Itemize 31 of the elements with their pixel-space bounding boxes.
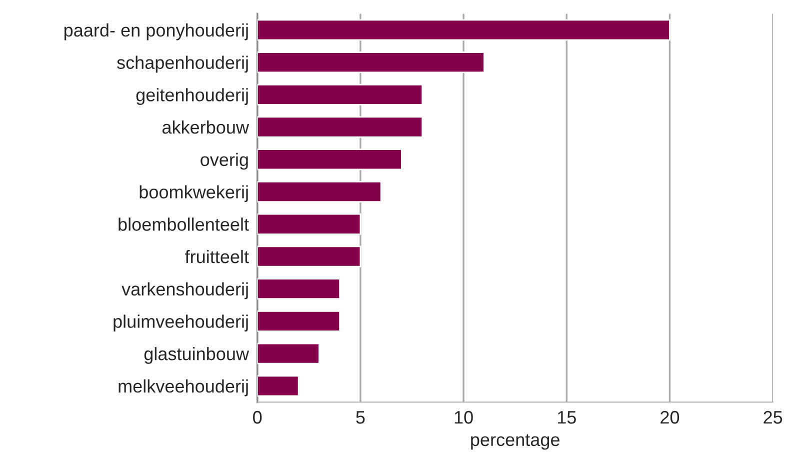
bar xyxy=(257,342,320,364)
bar xyxy=(257,84,423,106)
y-tick-label: schapenhouderij xyxy=(117,56,248,73)
x-tick-label: 20 xyxy=(660,410,680,424)
bar xyxy=(257,278,341,300)
y-tick-label: geitenhouderij xyxy=(136,88,248,105)
bar xyxy=(257,213,362,235)
x-tick-label: 10 xyxy=(454,410,473,424)
y-tick-label: pluimveehouderij xyxy=(114,314,248,332)
bar xyxy=(257,246,362,268)
x-tick-label: 15 xyxy=(558,411,576,424)
x-axis-title: percentage xyxy=(471,434,560,450)
bar xyxy=(257,52,485,74)
x-tick-label: 25 xyxy=(764,410,782,424)
bar xyxy=(257,19,670,41)
y-tick-label: varkenshouderij xyxy=(122,282,248,300)
x-tick-label: 5 xyxy=(356,411,365,424)
bar xyxy=(257,181,382,202)
x-tick-label: 0 xyxy=(253,410,262,424)
bar xyxy=(257,116,423,138)
y-tick-label: overig xyxy=(200,152,248,170)
y-tick-label: bloembollenteelt xyxy=(118,218,249,231)
y-tick-label: melkveehouderij xyxy=(118,379,248,396)
bar xyxy=(257,310,341,332)
bar xyxy=(257,148,402,170)
y-tick-label: boomkwekerij xyxy=(140,185,248,202)
y-tick-label: akkerbouw xyxy=(162,120,250,134)
y-tick-label: fruitteelt xyxy=(185,250,249,264)
bar xyxy=(257,375,300,397)
y-tick-label: glastuinbouw xyxy=(144,347,250,364)
y-tick-label: paard- en ponyhouderij xyxy=(64,23,248,40)
